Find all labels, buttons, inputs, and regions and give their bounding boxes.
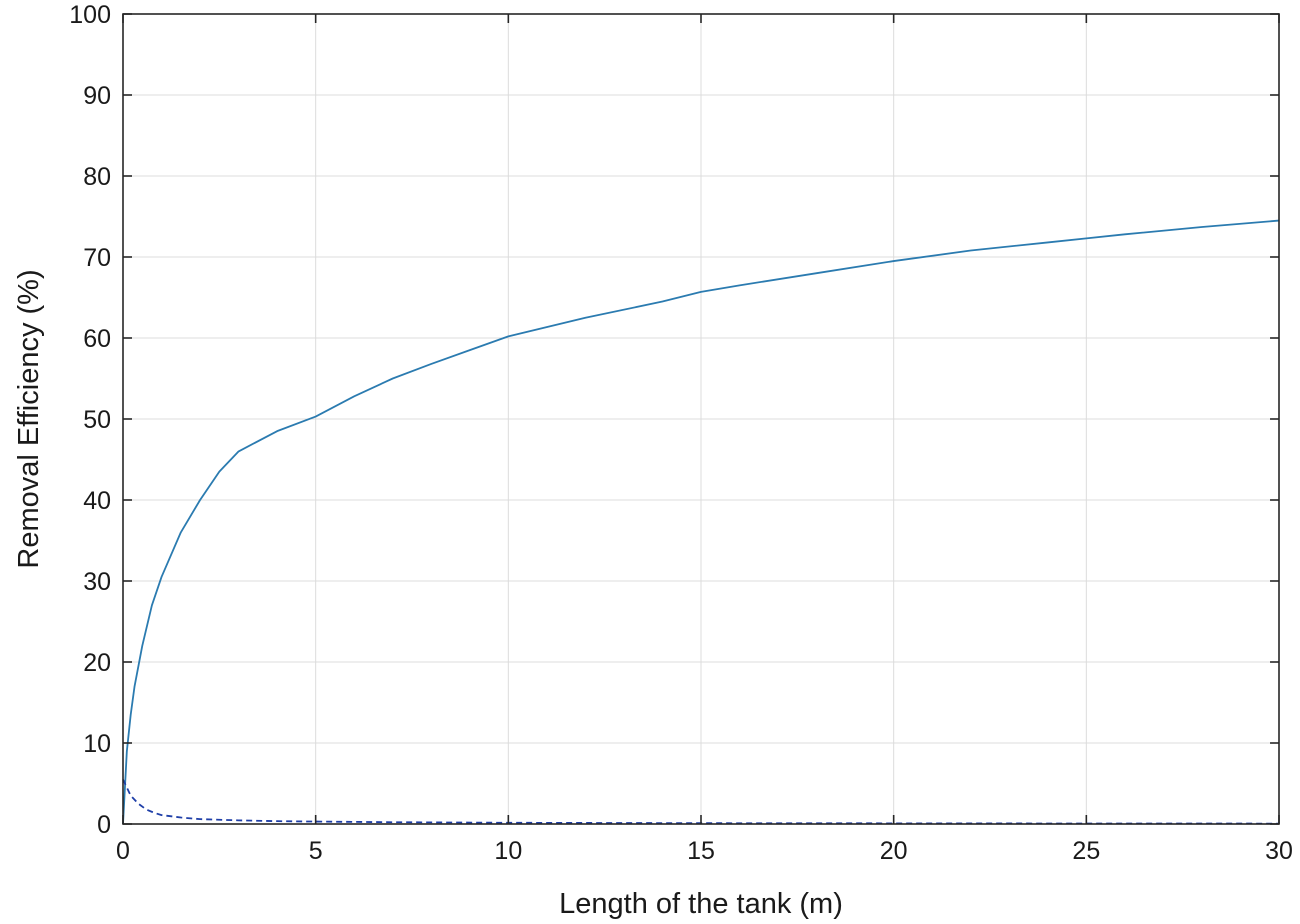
y-tick-label: 10 — [83, 730, 111, 758]
x-tick-label: 15 — [687, 837, 715, 865]
y-tick-label: 80 — [83, 163, 111, 191]
x-tick-labels: 0 5 10 15 20 25 30 — [116, 837, 1293, 865]
y-tick-label: 70 — [83, 244, 111, 272]
x-tick-label: 20 — [880, 837, 908, 865]
y-tick-labels: 0 10 20 30 40 50 60 70 80 90 100 — [69, 1, 111, 839]
y-tick-label: 60 — [83, 325, 111, 353]
x-tick-label: 5 — [309, 837, 323, 865]
y-tick-label: 30 — [83, 568, 111, 596]
x-tick-label: 10 — [494, 837, 522, 865]
y-tick-label: 100 — [69, 1, 111, 29]
ticks — [122, 13, 1280, 825]
y-tick-label: 40 — [83, 487, 111, 515]
series-line-2 — [122, 779, 1280, 825]
y-tick-label: 0 — [97, 811, 111, 839]
y-tick-label: 50 — [83, 406, 111, 434]
series-line-1 — [122, 219, 1280, 825]
y-tick-label: 20 — [83, 649, 111, 677]
x-tick-label: 30 — [1265, 837, 1293, 865]
y-axis-label: Removal Efficiency (%) — [13, 269, 45, 568]
series-layer — [122, 219, 1280, 825]
x-tick-label: 25 — [1072, 837, 1100, 865]
grid — [123, 14, 1279, 824]
y-tick-label: 90 — [83, 82, 111, 110]
x-axis-label: Length of the tank (m) — [559, 888, 843, 920]
x-tick-label: 0 — [116, 837, 130, 865]
